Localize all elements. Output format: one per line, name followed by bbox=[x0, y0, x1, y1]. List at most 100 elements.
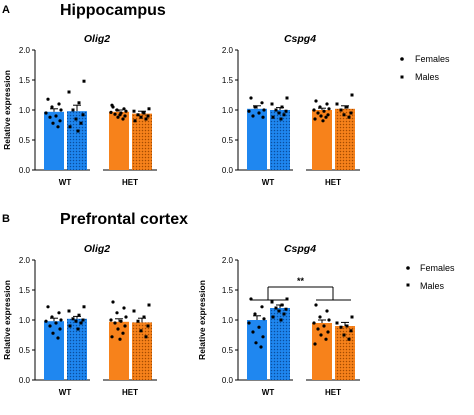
data-point-male bbox=[136, 113, 140, 117]
bar bbox=[109, 111, 129, 170]
data-point-male bbox=[139, 329, 143, 333]
data-point-male bbox=[74, 117, 78, 121]
data-point-female bbox=[51, 331, 55, 335]
data-point-male bbox=[350, 93, 354, 97]
x-category-label: WT bbox=[59, 178, 72, 187]
legend-males-label: Males bbox=[415, 72, 440, 82]
data-point-female bbox=[314, 99, 318, 103]
y-tick-label: 0.0 bbox=[19, 166, 31, 175]
data-point-female bbox=[313, 117, 317, 121]
y-tick-label: 1.5 bbox=[19, 286, 31, 295]
data-point-male bbox=[82, 305, 86, 309]
panel-letter-b: B bbox=[2, 213, 10, 225]
data-point-male bbox=[82, 79, 86, 83]
data-point-male bbox=[345, 324, 349, 328]
bar bbox=[312, 110, 332, 170]
data-point-female bbox=[316, 111, 320, 115]
data-point-female bbox=[262, 108, 266, 112]
data-point-male bbox=[335, 321, 339, 325]
data-point-female bbox=[325, 102, 329, 106]
data-point-male bbox=[339, 325, 343, 329]
x-category-label: HET bbox=[122, 388, 138, 397]
data-point-male bbox=[146, 324, 150, 328]
x-category-label: WT bbox=[262, 388, 275, 397]
y-tick-label: 0.5 bbox=[222, 346, 234, 355]
data-point-male bbox=[133, 119, 137, 123]
y-tick-label: 0.5 bbox=[19, 346, 31, 355]
y-tick-label: 2.0 bbox=[19, 46, 31, 55]
data-point-male bbox=[349, 111, 353, 115]
data-point-female bbox=[249, 96, 253, 100]
x-category-label: HET bbox=[325, 178, 341, 187]
data-point-male bbox=[280, 105, 284, 109]
y-tick-label: 0.0 bbox=[19, 376, 31, 385]
legend-male-marker bbox=[406, 283, 410, 287]
data-point-female bbox=[325, 309, 329, 313]
data-point-male bbox=[71, 108, 75, 112]
data-point-male bbox=[74, 319, 78, 323]
data-point-female bbox=[253, 312, 257, 316]
data-point-male bbox=[147, 303, 151, 307]
data-point-male bbox=[282, 312, 286, 316]
data-point-female bbox=[121, 331, 125, 335]
legend-bottom: Females Males bbox=[406, 263, 455, 291]
legend-females-label: Females bbox=[415, 54, 450, 64]
data-point-male bbox=[71, 317, 75, 321]
data-point-female bbox=[110, 103, 114, 107]
data-point-male bbox=[342, 333, 346, 337]
data-point-female bbox=[321, 119, 325, 123]
data-point-female bbox=[115, 311, 119, 315]
y-tick-label: 0.5 bbox=[222, 136, 234, 145]
y-tick-label: 1.5 bbox=[222, 286, 234, 295]
chart-title: Olig2 bbox=[84, 33, 110, 45]
data-point-female bbox=[324, 115, 328, 119]
data-point-male bbox=[347, 115, 351, 119]
data-point-female bbox=[51, 121, 55, 125]
data-point-female bbox=[44, 319, 48, 323]
data-point-male bbox=[77, 313, 81, 317]
y-tick-label: 0.0 bbox=[222, 166, 234, 175]
legend-male-marker bbox=[400, 75, 404, 79]
data-point-female bbox=[318, 315, 322, 319]
bar bbox=[312, 323, 332, 380]
chart-title: Cspg4 bbox=[284, 243, 316, 255]
data-point-male bbox=[144, 117, 148, 121]
data-point-female bbox=[313, 342, 317, 346]
data-point-male bbox=[139, 115, 143, 119]
data-point-female bbox=[54, 321, 58, 325]
data-point-male bbox=[285, 297, 289, 301]
section-title-prefrontal-cortex: Prefrontal cortex bbox=[60, 211, 188, 228]
data-point-female bbox=[261, 115, 265, 119]
data-point-female bbox=[251, 330, 255, 334]
data-point-male bbox=[271, 315, 275, 319]
data-point-male bbox=[136, 319, 140, 323]
chart-title: Cspg4 bbox=[284, 33, 316, 45]
bar bbox=[247, 320, 267, 380]
data-point-female bbox=[327, 107, 331, 111]
data-point-male bbox=[335, 102, 339, 106]
bar bbox=[67, 111, 87, 170]
data-point-female bbox=[123, 114, 127, 118]
legend-males-label: Males bbox=[420, 281, 445, 291]
data-point-female bbox=[46, 305, 50, 309]
data-point-male bbox=[274, 306, 278, 310]
chart-title: Olig2 bbox=[84, 243, 110, 255]
data-point-female bbox=[58, 327, 62, 331]
data-point-female bbox=[58, 119, 62, 123]
data-point-female bbox=[124, 109, 128, 113]
data-point-female bbox=[319, 114, 323, 118]
data-point-female bbox=[50, 315, 54, 319]
data-point-female bbox=[257, 111, 261, 115]
data-point-male bbox=[345, 105, 349, 109]
legend-females-label: Females bbox=[420, 263, 455, 273]
data-point-female bbox=[116, 327, 120, 331]
data-point-male bbox=[147, 107, 151, 111]
data-point-male bbox=[67, 309, 71, 313]
data-point-male bbox=[132, 309, 136, 313]
data-point-female bbox=[312, 321, 316, 325]
data-point-female bbox=[314, 303, 318, 307]
data-point-male bbox=[339, 108, 343, 112]
data-point-male bbox=[146, 114, 150, 118]
y-tick-label: 0.0 bbox=[222, 376, 234, 385]
y-tick-label: 1.5 bbox=[222, 76, 234, 85]
